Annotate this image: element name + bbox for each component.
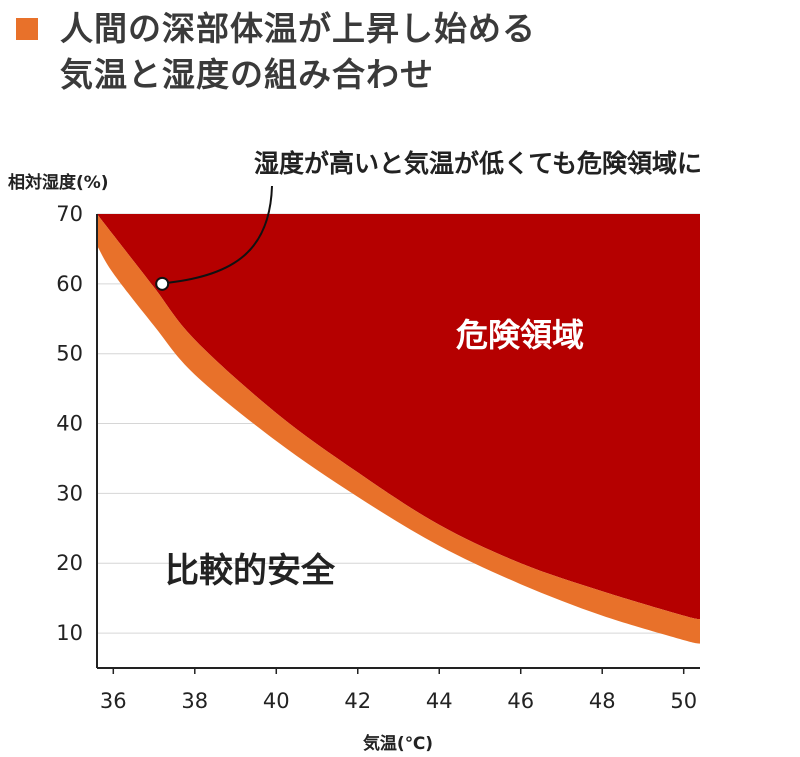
callout-point: [155, 276, 170, 291]
y-tick-label-30: 30: [56, 481, 83, 505]
x-tick-labels: 36 38 40 42 44 46 48 50: [100, 668, 697, 713]
chart-title: 人間の深部体温が上昇し始める 気温と湿度の組み合わせ: [60, 6, 536, 98]
x-tick-label-42: 42: [344, 689, 371, 713]
axes: [96, 214, 700, 669]
x-tick-label-40: 40: [263, 689, 290, 713]
y-tick-label-70: 70: [56, 202, 83, 226]
title-line-1: 人間の深部体温が上昇し始める: [60, 9, 536, 48]
x-tick-label-38: 38: [181, 689, 208, 713]
x-tick-label-46: 46: [507, 689, 534, 713]
x-tick-label-50: 50: [670, 689, 697, 713]
legend-swatch: [16, 18, 38, 40]
y-tick-label-20: 20: [56, 551, 83, 575]
danger-region-label: 危険領域: [456, 316, 584, 354]
y-axis-label: 相対湿度(%): [8, 172, 109, 193]
danger-area: [97, 214, 700, 620]
y-tick-label-40: 40: [56, 412, 83, 436]
x-tick-label-36: 36: [100, 689, 127, 713]
safe-region-label: 比較的安全: [165, 551, 336, 591]
y-tick-label-50: 50: [56, 342, 83, 366]
y-tick-label-60: 60: [56, 272, 83, 296]
x-tick-label-44: 44: [426, 689, 453, 713]
title-line-2: 気温と湿度の組み合わせ: [60, 55, 434, 94]
callout-line: [167, 185, 273, 284]
callout-text: 湿度が高いと気温が低くても危険領域に: [254, 149, 702, 178]
x-axis-label: 気温(℃): [362, 733, 433, 754]
y-tick-labels: 10 20 30 40 50 60 70: [56, 202, 83, 645]
y-tick-label-10: 10: [56, 621, 83, 645]
x-tick-label-48: 48: [589, 689, 616, 713]
